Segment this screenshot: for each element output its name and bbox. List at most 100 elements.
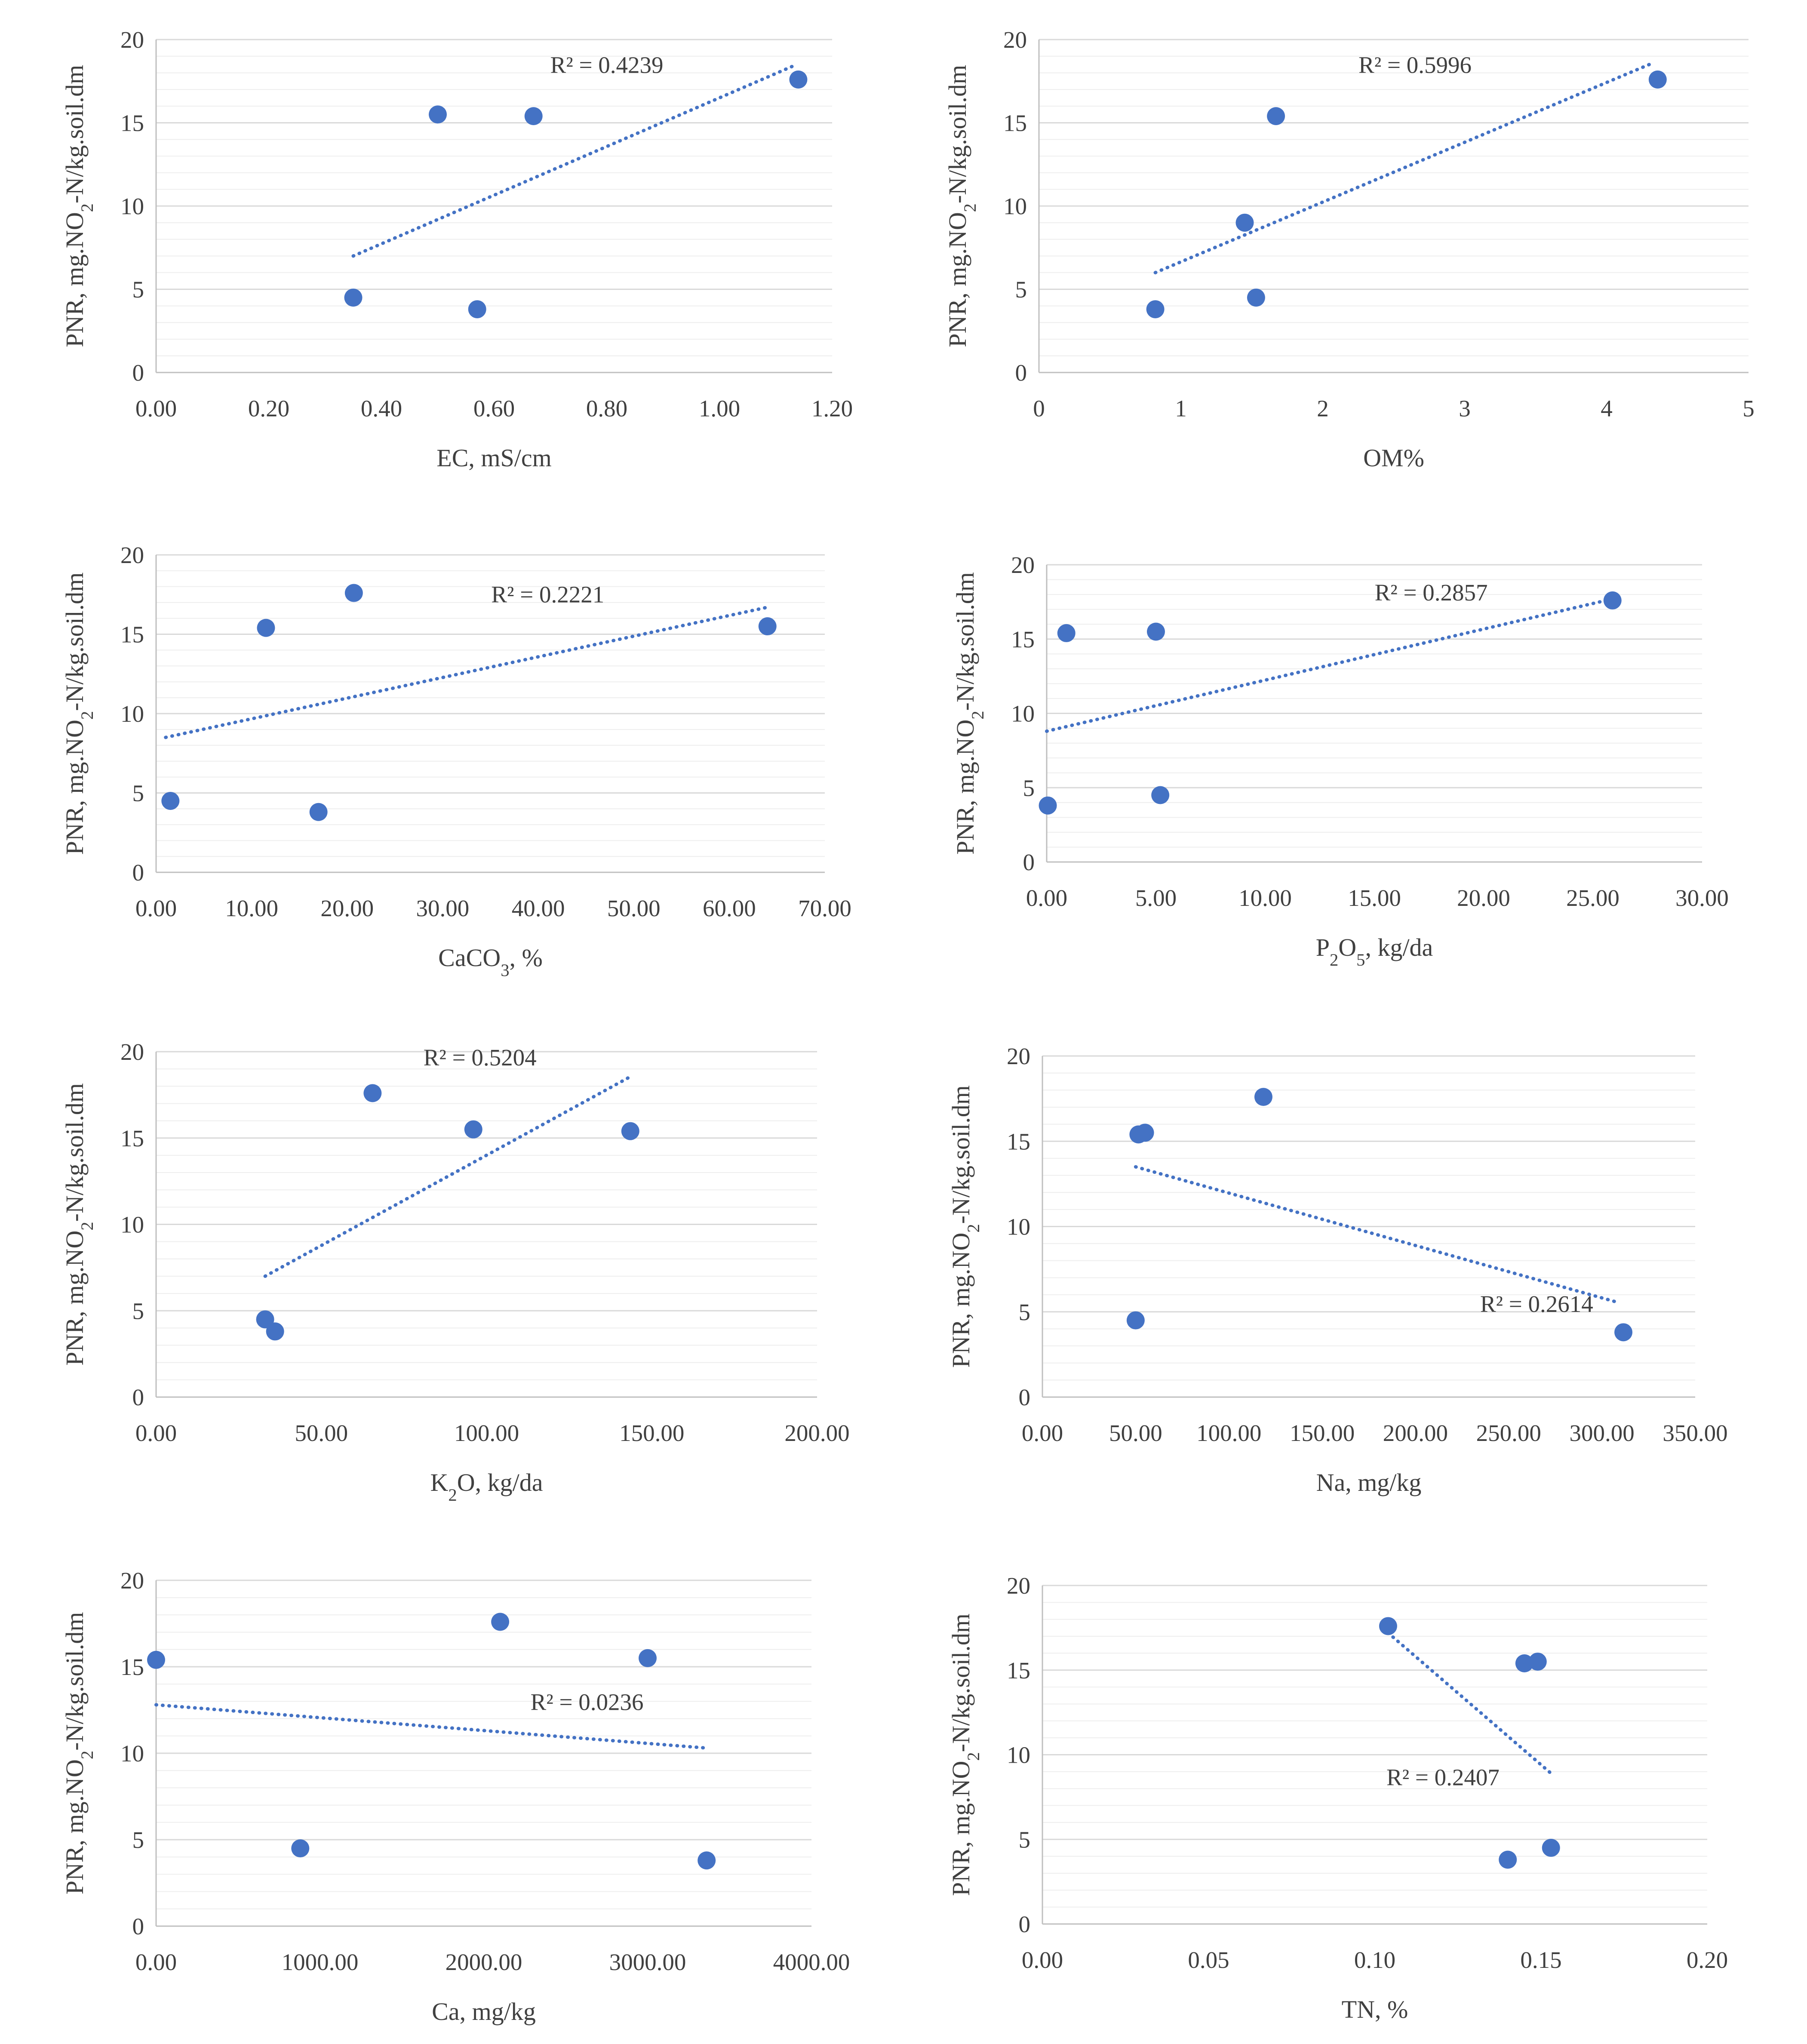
x-tick-label: 0.00 xyxy=(135,1420,177,1446)
x-axis-label: K2O, kg/da xyxy=(430,1468,543,1505)
y-tick-label: 10 xyxy=(1003,193,1027,219)
data-point xyxy=(1136,1124,1154,1142)
data-point xyxy=(344,288,363,307)
y-tick-label: 5 xyxy=(1023,775,1035,801)
data-point xyxy=(1146,300,1165,318)
x-tick-label: 10.00 xyxy=(1238,885,1292,911)
data-point xyxy=(1515,1654,1533,1673)
y-tick-label: 10 xyxy=(120,193,144,219)
x-tick-label: 25.00 xyxy=(1566,885,1620,911)
x-axis-label: EC, mS/cm xyxy=(436,444,551,472)
y-tick-label: 15 xyxy=(120,110,144,136)
data-point xyxy=(1247,288,1265,307)
data-point xyxy=(464,1120,482,1139)
y-tick-label: 5 xyxy=(1015,277,1027,303)
y-tick-label: 15 xyxy=(1007,1657,1030,1684)
x-tick-label: 0.80 xyxy=(586,395,627,422)
x-tick-label: 200.00 xyxy=(784,1420,849,1446)
x-tick-label: 250.00 xyxy=(1476,1420,1541,1446)
x-tick-label: 2 xyxy=(1317,395,1329,422)
y-tick-label: 5 xyxy=(132,1827,144,1853)
y-tick-label: 15 xyxy=(1007,1128,1030,1154)
y-tick-label: 0 xyxy=(132,1384,144,1410)
y-tick-label: 0 xyxy=(1015,360,1027,386)
scatter-panel-7: 0 5 10 15 20 0.00 1000.00 2000.00 3000.00 4000.00… xyxy=(61,1567,850,2026)
y-axis-label: PNR, mg.NO2-N/kg.soil.dm xyxy=(61,1612,97,1895)
y-tick-label: 0 xyxy=(1023,849,1035,875)
x-tick-label: 1 xyxy=(1175,395,1187,422)
y-tick-label: 0 xyxy=(132,360,144,386)
trendline xyxy=(164,605,769,739)
data-point xyxy=(309,803,328,821)
data-point xyxy=(256,1310,274,1329)
y-tick-label: 20 xyxy=(1011,552,1035,578)
x-tick-label: 0.15 xyxy=(1520,1947,1561,1973)
data-point xyxy=(491,1613,510,1631)
x-tick-label: 5.00 xyxy=(1135,885,1177,911)
x-tick-label: 0.00 xyxy=(1026,885,1067,911)
x-tick-label: 350.00 xyxy=(1663,1420,1727,1446)
y-tick-label: 20 xyxy=(120,1567,144,1594)
data-point xyxy=(1235,213,1254,232)
x-tick-label: 2000.00 xyxy=(446,1949,522,1975)
x-axis-label: CaCO3, % xyxy=(438,944,543,980)
data-point xyxy=(1254,1088,1272,1106)
y-axis-label: PNR, mg.NO2-N/kg.soil.dm xyxy=(61,573,97,855)
data-point xyxy=(468,300,486,318)
y-tick-label: 5 xyxy=(1019,1299,1031,1325)
r-squared-label: R² = 0.5996 xyxy=(1358,52,1472,78)
x-tick-label: 15.00 xyxy=(1348,885,1401,911)
data-point xyxy=(1267,107,1285,126)
trendline xyxy=(154,1703,709,1750)
y-tick-label: 20 xyxy=(1003,27,1027,53)
data-point xyxy=(266,1322,284,1341)
x-tick-label: 40.00 xyxy=(512,895,565,921)
data-point xyxy=(1126,1311,1145,1330)
y-axis-label: PNR, mg.NO2-N/kg.soil.dm xyxy=(61,1083,97,1366)
x-tick-label: 0.00 xyxy=(1022,1947,1063,1973)
x-axis-label: OM% xyxy=(1363,444,1424,472)
x-tick-label: 0.00 xyxy=(1022,1420,1063,1446)
r-squared-label: R² = 0.2857 xyxy=(1375,579,1488,606)
y-tick-label: 20 xyxy=(1007,1573,1030,1599)
data-point xyxy=(789,70,808,89)
x-tick-label: 60.00 xyxy=(703,895,756,921)
y-tick-label: 20 xyxy=(120,542,144,568)
x-tick-label: 0.20 xyxy=(1687,1947,1728,1973)
data-point xyxy=(524,107,543,126)
data-point xyxy=(758,617,777,636)
data-point xyxy=(1379,1617,1397,1635)
data-point xyxy=(429,105,447,124)
y-tick-label: 5 xyxy=(132,1298,144,1324)
data-point xyxy=(363,1084,382,1102)
data-point xyxy=(639,1649,657,1667)
x-tick-label: 50.00 xyxy=(607,895,661,921)
x-tick-label: 20.00 xyxy=(320,895,374,921)
y-tick-label: 10 xyxy=(1007,1742,1030,1768)
scatter-panel-3: 0 5 10 15 20 0.00 10.00 20.00 30.00 40.00 50.00 60.… xyxy=(61,542,851,980)
data-point xyxy=(1648,70,1667,89)
y-tick-label: 0 xyxy=(132,1913,144,1939)
y-tick-label: 5 xyxy=(1019,1826,1031,1853)
r-squared-label: R² = 0.5204 xyxy=(424,1044,537,1071)
data-point xyxy=(1614,1323,1633,1342)
x-tick-label: 70.00 xyxy=(798,895,851,921)
x-tick-label: 0.20 xyxy=(248,395,289,422)
x-tick-label: 150.00 xyxy=(1290,1420,1355,1446)
x-tick-label: 50.00 xyxy=(1109,1420,1162,1446)
data-point xyxy=(344,584,363,602)
scatter-panel-1: 0 5 10 15 20 0.00 0.20 0.40 0.60 0.80 1.00 1.20 EC, … xyxy=(61,27,853,472)
trendline xyxy=(1153,63,1651,274)
x-tick-label: 20.00 xyxy=(1457,885,1510,911)
data-point xyxy=(621,1122,639,1140)
data-point xyxy=(257,619,275,637)
trendline xyxy=(263,1076,630,1278)
data-point xyxy=(1147,622,1165,641)
scatter-panel-8: 0 5 10 15 20 0.00 0.05 0.10 0.15 0.20 TN, % PNR, mg… xyxy=(947,1573,1728,2023)
x-tick-label: 4000.00 xyxy=(773,1949,850,1975)
x-axis-label: P2O5, kg/da xyxy=(1316,933,1433,970)
x-axis-label: Ca, mg/kg xyxy=(432,1998,536,2026)
y-axis-label: PNR, mg.NO2-N/kg.soil.dm xyxy=(943,65,980,348)
